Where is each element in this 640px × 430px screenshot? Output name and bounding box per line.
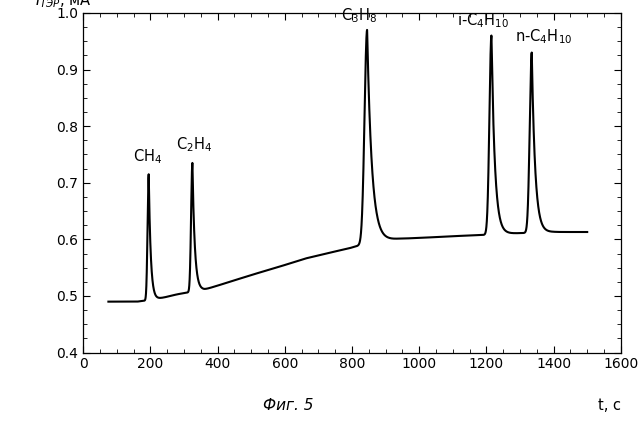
Text: Фиг. 5: Фиг. 5 [263, 398, 313, 413]
Text: $I_{ТЭР}$, мА: $I_{ТЭР}$, мА [35, 0, 92, 9]
Text: C$_2$H$_4$: C$_2$H$_4$ [176, 136, 212, 154]
Text: C$_3$H$_8$: C$_3$H$_8$ [340, 6, 377, 25]
Text: i-C$_4$H$_{10}$: i-C$_4$H$_{10}$ [457, 11, 509, 30]
Text: CH$_4$: CH$_4$ [133, 147, 163, 166]
Text: t, с: t, с [598, 398, 621, 413]
Text: n-C$_4$H$_{10}$: n-C$_4$H$_{10}$ [515, 27, 572, 46]
